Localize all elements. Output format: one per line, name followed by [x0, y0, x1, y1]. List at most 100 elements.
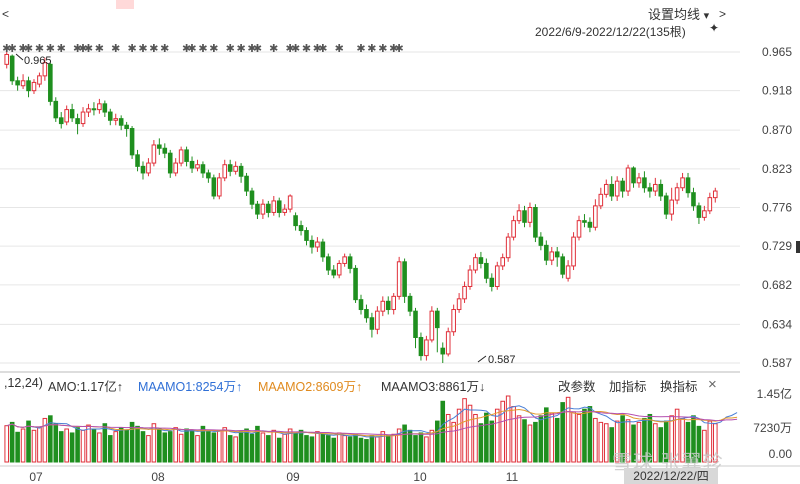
amo-value: AMO:1.17亿↑ [48, 380, 124, 394]
volume-indicator-bar: ,12,24) AMO:1.17亿↑ MAAMO1:8254万↑ MAAMO2:… [0, 374, 800, 394]
volume-bar [358, 437, 364, 463]
volume-bar [293, 432, 298, 463]
volume-bar [53, 423, 59, 463]
down-candle [298, 225, 304, 232]
event-marker: ✱ [73, 42, 82, 55]
up-candle [625, 167, 631, 192]
date-range-label: 2022/6/9-2022/12/22(135根) [535, 25, 686, 39]
up-candle [669, 199, 674, 215]
up-candle [527, 207, 533, 223]
close-icon[interactable]: × [708, 376, 717, 393]
up-candle [674, 187, 680, 201]
volume-bar [336, 432, 342, 463]
up-candle [593, 205, 598, 228]
up-candle [146, 162, 151, 174]
pin-icon[interactable]: ✦ [709, 21, 720, 35]
down-candle [331, 269, 337, 276]
down-candle [554, 251, 560, 258]
price-tick-label: 0.870 [762, 123, 792, 137]
up-candle [37, 75, 42, 85]
volume-bar [315, 431, 320, 463]
up-candle [511, 220, 516, 238]
down-candle [48, 63, 53, 102]
event-marker: ✱ [198, 42, 207, 55]
volume-bar [42, 417, 48, 463]
down-candle [140, 165, 146, 174]
down-candle [364, 309, 369, 319]
down-candle [124, 124, 129, 130]
price-tick-label: 0.587 [762, 356, 792, 370]
event-marker: ✱ [247, 42, 256, 55]
event-marker: ✱ [182, 42, 191, 55]
up-candle [391, 295, 397, 311]
down-candle [484, 262, 489, 279]
event-marker: ✱ [253, 42, 262, 55]
event-marker: ✱ [313, 42, 322, 55]
maamo3-line [6, 410, 738, 436]
volume-bar [576, 413, 582, 463]
volume-bar [167, 431, 173, 463]
scroll-right-icon[interactable]: > [719, 7, 727, 21]
up-candle [315, 241, 320, 248]
down-candle [9, 55, 15, 82]
event-marker: ✱ [302, 42, 311, 55]
down-candle [325, 256, 331, 271]
volume-bar [505, 395, 511, 463]
volume-bar [609, 427, 615, 463]
up-candle [260, 203, 266, 215]
volume-bar [549, 412, 555, 463]
up-candle [282, 208, 287, 213]
down-candle [522, 210, 527, 223]
volume-bar [685, 421, 691, 463]
down-candle [227, 164, 233, 172]
down-candle [276, 200, 282, 213]
indicator-params: ,12,24) [4, 376, 43, 390]
volume-bar [298, 429, 304, 463]
volume-bar [658, 427, 664, 463]
up-candle [195, 164, 200, 169]
volume-bar [129, 421, 135, 463]
volume-bar [451, 421, 456, 463]
switch-indicator-button[interactable]: 换指标 [660, 380, 698, 394]
volume-bar [560, 402, 565, 463]
volume-bar [445, 413, 451, 463]
side-collapse-tab[interactable] [796, 241, 800, 253]
volume-bar [478, 423, 484, 463]
down-candle [413, 310, 418, 338]
volume-bar [146, 435, 151, 463]
down-candle [91, 108, 97, 111]
volume-bar [102, 423, 108, 463]
volume-tick-label: 0.00 [769, 447, 793, 461]
event-marker: ✱ [209, 42, 218, 55]
down-candle [167, 152, 173, 174]
ma-settings-button[interactable]: 设置均线 ▾ [648, 4, 709, 23]
change-params-button[interactable]: 改参数 [558, 380, 596, 394]
up-candle [80, 111, 86, 125]
volume-bar [227, 435, 233, 463]
volume-bar [489, 420, 495, 463]
volume-bar [222, 427, 228, 463]
down-candle [102, 103, 108, 113]
down-candle [353, 267, 358, 301]
volume-bar [554, 417, 560, 463]
scroll-left-icon[interactable]: < [2, 7, 10, 21]
down-candle [162, 147, 168, 154]
price-tick-label: 0.634 [762, 317, 792, 331]
up-candle [396, 261, 402, 297]
up-candle [576, 220, 582, 238]
volume-bar [200, 425, 206, 463]
down-candle [69, 109, 75, 119]
volume-bar [364, 439, 369, 463]
volume-bar [97, 432, 102, 463]
down-candle [440, 347, 446, 355]
volume-bar [696, 425, 702, 463]
up-candle [64, 109, 69, 123]
add-indicator-button[interactable]: 加指标 [609, 380, 647, 394]
up-candle [653, 183, 658, 192]
low-pointer [477, 355, 487, 363]
event-marker: ✱ [127, 42, 136, 55]
event-marker: ✱ [335, 42, 344, 55]
volume-bar [707, 420, 713, 463]
volume-bar [309, 436, 315, 463]
